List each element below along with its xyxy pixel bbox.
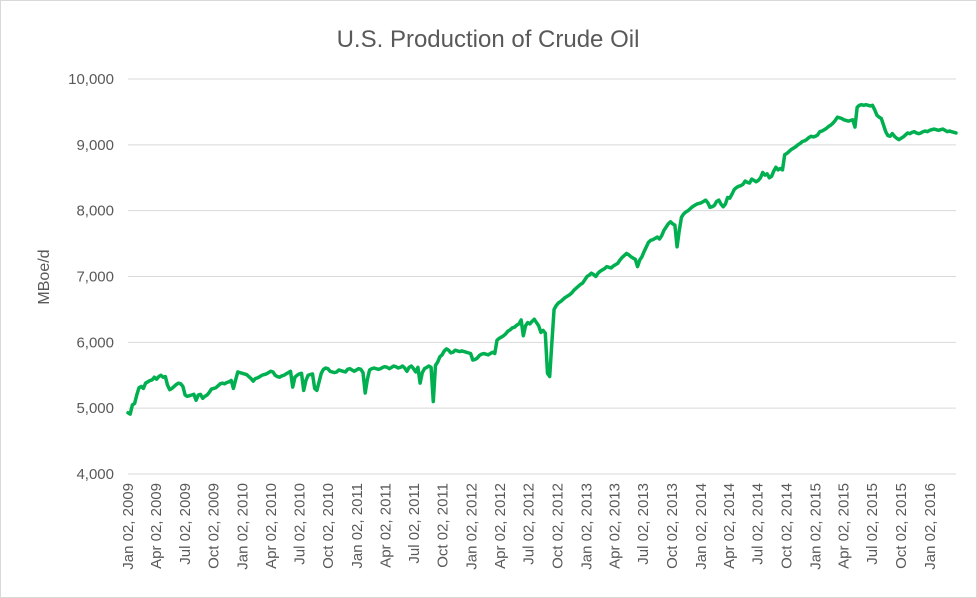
x-tick-label: Jan 02, 2016 xyxy=(922,483,939,570)
x-tick-label: Jan 02, 2013 xyxy=(578,483,595,570)
x-tick-label: Apr 02, 2012 xyxy=(492,483,509,569)
x-tick-label: Oct 02, 2013 xyxy=(664,483,681,569)
x-tick-label: Oct 02, 2012 xyxy=(550,483,567,569)
x-tick-label: Apr 02, 2014 xyxy=(721,483,738,569)
y-tick-label: 9,000 xyxy=(76,137,114,154)
x-tick-label: Jul 02, 2014 xyxy=(750,483,767,565)
x-tick-label: Oct 02, 2009 xyxy=(206,483,223,569)
x-tick-label: Apr 02, 2011 xyxy=(377,483,394,568)
y-tick-label: 10,000 xyxy=(68,71,114,88)
x-tick-label: Jul 02, 2013 xyxy=(635,483,652,565)
x-tick-label: Apr 02, 2015 xyxy=(836,483,853,569)
y-axis-tick-labels: 4,000 5,000 6,000 7,000 8,000 9,000 10,000 xyxy=(68,71,114,483)
x-tick-label: Jan 02, 2014 xyxy=(693,483,710,570)
x-tick-label: Jul 02, 2010 xyxy=(291,483,308,565)
x-tick-label: Apr 02, 2009 xyxy=(148,483,165,569)
series-layer xyxy=(126,102,958,416)
chart-title: U.S. Production of Crude Oil xyxy=(337,26,640,53)
x-tick-label: Jan 02, 2010 xyxy=(235,483,252,570)
y-tick-label: 5,000 xyxy=(76,400,114,417)
x-tick-label: Jul 02, 2012 xyxy=(521,483,538,565)
x-tick-label: Jul 02, 2011 xyxy=(406,483,423,564)
gridlines xyxy=(128,78,956,475)
x-tick-label: Jan 02, 2009 xyxy=(120,483,137,570)
x-tick-label: Apr 02, 2010 xyxy=(263,483,280,569)
x-axis-tick-labels: Jan 02, 2009 Apr 02, 2009 Jul 02, 2009 Oct … xyxy=(120,483,939,570)
x-tick-label: Oct 02, 2010 xyxy=(320,483,337,569)
y-axis-title: MBoe/d xyxy=(36,249,53,304)
x-tick-label: Oct 02, 2011 xyxy=(435,483,452,568)
y-tick-label: 6,000 xyxy=(76,334,114,351)
x-tick-label: Jul 02, 2009 xyxy=(177,483,194,565)
series-line xyxy=(126,102,958,416)
x-tick-label: Jan 02, 2012 xyxy=(464,483,481,570)
y-tick-label: 4,000 xyxy=(76,466,114,483)
x-tick-label: Jan 02, 2011 xyxy=(349,483,366,569)
y-tick-label: 7,000 xyxy=(76,269,114,286)
x-tick-label: Jan 02, 2015 xyxy=(807,483,824,570)
x-tick-label: Oct 02, 2014 xyxy=(779,483,796,569)
x-tick-label: Oct 02, 2015 xyxy=(893,483,910,569)
x-tick-label: Apr 02, 2013 xyxy=(607,483,624,569)
x-tick-label: Jul 02, 2015 xyxy=(864,483,881,565)
y-tick-label: 8,000 xyxy=(76,203,114,220)
